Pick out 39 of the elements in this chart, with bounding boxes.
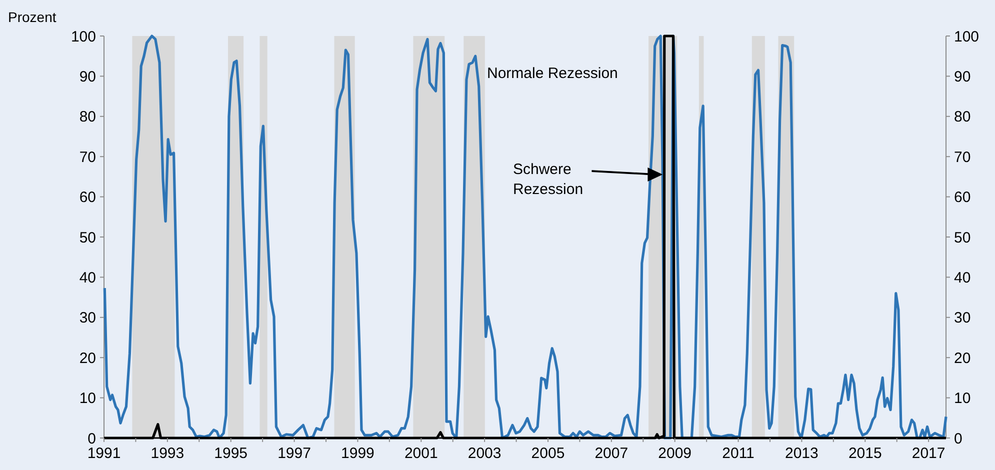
y2-tick-label: 90 <box>954 68 971 86</box>
y-tick-label: 40 <box>79 269 96 286</box>
x-tick-label: 2011 <box>722 445 754 462</box>
y-tick-label: 60 <box>79 189 96 206</box>
x-tick-label: 1997 <box>278 445 311 462</box>
y2-tick-label: 60 <box>954 189 971 206</box>
y-tick-label: 100 <box>70 28 96 46</box>
y-tick-label: 20 <box>79 350 96 367</box>
y-tick-label: 80 <box>79 108 96 126</box>
y-tick-label: 0 <box>88 430 96 448</box>
x-tick-label: 2013 <box>785 445 818 462</box>
x-tick-label: 2009 <box>658 445 692 462</box>
x-tick-label: 1991 <box>87 445 121 462</box>
y-axis-title: Prozent <box>8 9 56 25</box>
x-tick-label: 2015 <box>848 445 882 462</box>
series-label: Normale Rezession <box>487 65 618 82</box>
y2-tick-label: 100 <box>954 28 980 46</box>
x-tick-label: 2005 <box>531 445 565 462</box>
y2-tick-label: 30 <box>954 310 971 327</box>
x-tick-label: 2003 <box>468 445 502 462</box>
y2-tick-label: 40 <box>954 269 971 286</box>
y2-tick-label: 20 <box>954 350 971 367</box>
y-tick-label: 70 <box>79 148 96 166</box>
y2-tick-label: 50 <box>954 229 971 246</box>
x-tick-label: 1999 <box>341 445 374 462</box>
x-tick-label: 1995 <box>214 445 248 462</box>
x-tick-label: 2017 <box>912 445 946 462</box>
y-tick-label: 50 <box>79 229 96 246</box>
legend-label: Schwere Rezession <box>513 161 584 198</box>
y2-tick-label: 80 <box>954 108 971 126</box>
y2-tick-label: 70 <box>954 148 971 166</box>
x-tick-label: 1993 <box>150 445 184 462</box>
y2-tick-label: 10 <box>954 390 971 408</box>
y2-tick-label: 0 <box>954 430 962 448</box>
y-tick-label: 30 <box>79 310 96 327</box>
y-tick-label: 90 <box>79 68 96 86</box>
x-tick-label: 2001 <box>404 445 438 462</box>
y-tick-label: 10 <box>79 390 96 408</box>
x-tick-label: 2007 <box>594 445 628 462</box>
